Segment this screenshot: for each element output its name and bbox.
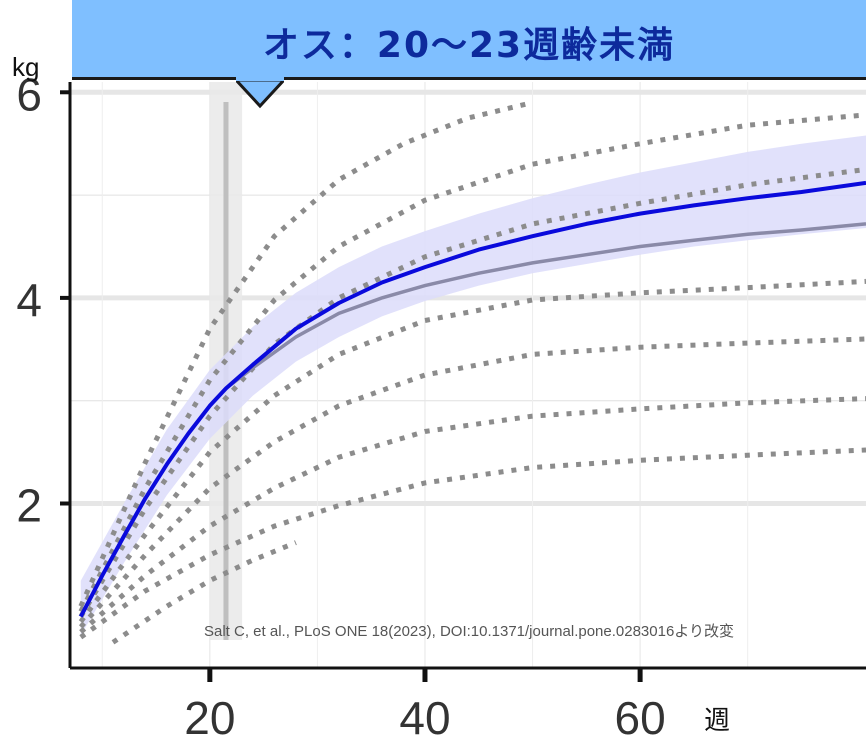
x-unit-label: 週 <box>704 706 731 736</box>
percentile-curve <box>111 540 297 645</box>
axis-ticks: 2 4 6 20 40 60 <box>16 68 665 744</box>
y-tick-label: 6 <box>16 68 42 120</box>
main-growth-curve <box>79 180 866 618</box>
title-banner: オス：20～23週齢未満 <box>72 0 866 80</box>
median-line <box>224 222 866 390</box>
x-tick-label: 20 <box>184 692 235 744</box>
percentile-curve <box>78 336 866 629</box>
y-tick-label: 2 <box>16 480 42 532</box>
confidence-band <box>80 135 866 636</box>
banner-pointer <box>236 77 284 109</box>
percentile-curves <box>78 100 866 645</box>
percentile-curve <box>78 278 866 624</box>
percentile-curve <box>78 166 866 618</box>
median-curve <box>224 222 866 390</box>
percentile-curve <box>79 447 866 640</box>
main-line <box>79 180 866 618</box>
y-unit-label: kg <box>12 52 40 82</box>
source-credit: Salt C, et al., PLoS ONE 18(2023), DOI:1… <box>204 623 735 640</box>
x-tick-label: 60 <box>615 692 666 744</box>
x-tick-label: 40 <box>399 692 450 744</box>
y-tick-label: 4 <box>16 274 42 326</box>
axes <box>68 82 866 670</box>
percentile-curve <box>78 100 534 608</box>
band-area <box>80 135 866 636</box>
banner-title: オス：20～23週齢未満 <box>262 25 676 66</box>
